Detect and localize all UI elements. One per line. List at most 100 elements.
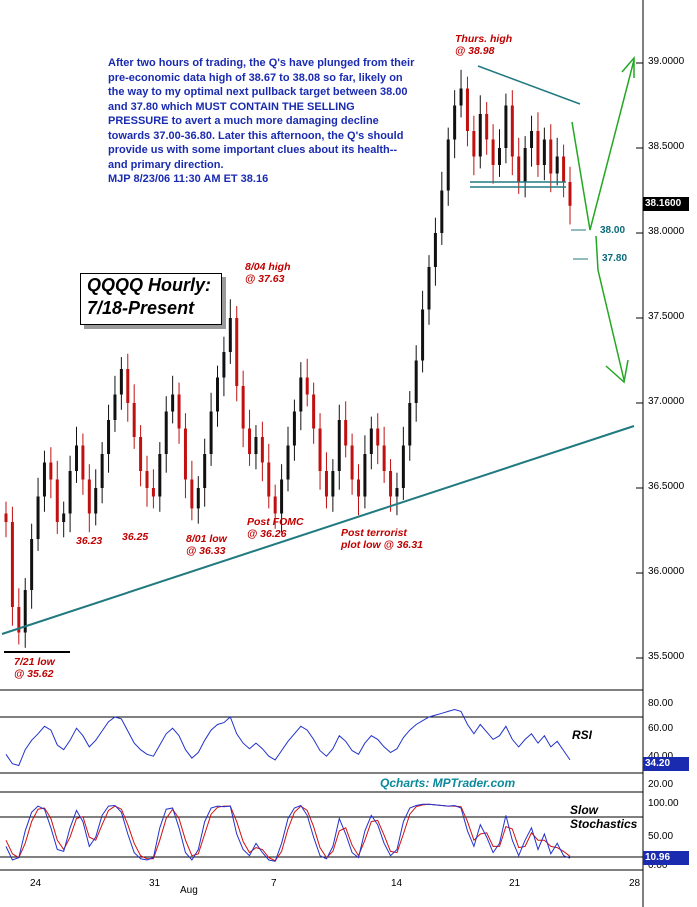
candle-body: [62, 513, 66, 522]
chart-credit: Qcharts: MPTrader.com: [380, 776, 516, 790]
candle-body: [459, 88, 463, 106]
annotation-0801-low: 8/01 low @ 36.33: [186, 533, 227, 557]
candle-body: [389, 471, 393, 497]
y-tick: 37.0000: [648, 396, 685, 407]
candle-body: [491, 139, 495, 165]
commentary: After two hours of trading, the Q's have…: [108, 57, 415, 185]
candle-body: [408, 403, 412, 446]
x-tick: 7: [271, 878, 277, 889]
candle-body: [36, 496, 40, 539]
candle-body: [190, 479, 194, 509]
candle-body: [369, 428, 373, 454]
down-arrowhead: [605, 359, 629, 384]
candle-body: [568, 182, 572, 206]
candle-body: [414, 360, 418, 403]
candle-body: [267, 462, 271, 497]
y-tick: 38.5000: [648, 141, 685, 152]
candle-body: [478, 114, 482, 157]
candle-body: [350, 445, 354, 480]
annotation-3625: 36.25: [122, 531, 149, 543]
candle-body: [299, 377, 303, 412]
rsi-label: RSI: [572, 728, 593, 742]
rsi-y-tick: 80.00: [648, 698, 674, 709]
candle-body: [23, 590, 27, 633]
candle-body: [523, 148, 527, 182]
candle-body: [318, 428, 322, 471]
candle-body: [235, 318, 239, 386]
candle-body: [280, 479, 284, 514]
candle-body: [107, 420, 111, 454]
candle-body: [30, 539, 34, 590]
x-tick: 14: [391, 878, 403, 889]
candle-body: [100, 454, 104, 488]
price-grid: [636, 62, 643, 659]
resistance-trendline: [477, 65, 581, 105]
candle-body: [171, 394, 175, 412]
y-tick: 38.0000: [648, 226, 685, 237]
candle-body: [49, 462, 53, 480]
support-trendline: [1, 425, 635, 635]
rsi-line: [5, 708, 571, 767]
candle-body: [260, 437, 264, 463]
rsi-y-tick: 40.00: [648, 751, 673, 762]
candle-body: [357, 479, 360, 497]
x-tick: 31: [149, 878, 161, 889]
candle-body: [248, 428, 252, 454]
candle-body: [305, 377, 309, 395]
candle-body: [401, 445, 405, 488]
candle-body: [119, 369, 123, 395]
stoch-y-tick: 100.00: [648, 798, 679, 809]
up-arrow-path: [571, 59, 635, 231]
x-tick: Aug: [180, 885, 198, 896]
candle-body: [344, 420, 348, 446]
stoch-y-tick: 0.00: [648, 860, 668, 871]
stoch-panel: [0, 803, 643, 862]
candle-body: [517, 156, 521, 182]
candle-body: [145, 471, 149, 488]
candle-body: [10, 522, 14, 607]
candle-body: [562, 156, 566, 182]
candle-body: [530, 131, 534, 148]
stoch-y-tick: 50.00: [648, 831, 674, 842]
candle-body: [68, 471, 72, 514]
candle-body: [312, 394, 316, 429]
candle-body: [292, 411, 296, 446]
candle-body: [132, 403, 136, 437]
candle-body: [549, 139, 553, 174]
annotation-3623: 36.23: [76, 535, 103, 547]
candle-body: [433, 233, 437, 267]
candle-body: [164, 411, 168, 454]
rsi-panel: [0, 708, 643, 774]
candle-body: [465, 88, 469, 131]
candle-body: [203, 454, 207, 488]
down-arrow-path: [595, 235, 625, 381]
candle-body: [81, 445, 85, 480]
annotation-post-fomc: Post FOMC @ 36.26: [247, 516, 304, 540]
candle-body: [453, 105, 457, 140]
candle-body: [216, 377, 219, 412]
stochastics-label: Slow Stochastics: [570, 803, 638, 831]
last-price-badge: 38.1600: [643, 197, 689, 211]
candle-body: [363, 454, 367, 497]
rsi-y-tick: 20.00: [648, 779, 674, 790]
candle-body: [395, 488, 399, 497]
candle-body: [42, 462, 46, 497]
candle-body: [126, 369, 130, 403]
y-tick: 36.5000: [648, 481, 685, 492]
candle-body: [87, 479, 91, 514]
chart-title: QQQQ Hourly: 7/18-Present: [80, 273, 222, 325]
x-tick: 28: [629, 878, 641, 889]
y-tick: 39.0000: [648, 56, 685, 67]
candle-body: [55, 479, 59, 522]
candle-body: [286, 445, 290, 480]
rsi-y-tick: 60.00: [648, 723, 674, 734]
candle-body: [446, 139, 450, 191]
trendlines: [1, 65, 635, 653]
candle-body: [382, 445, 386, 471]
y-tick: 36.0000: [648, 566, 685, 577]
x-tick: 21: [509, 878, 521, 889]
candle-body: [241, 386, 245, 429]
y-tick: 37.5000: [648, 311, 685, 322]
